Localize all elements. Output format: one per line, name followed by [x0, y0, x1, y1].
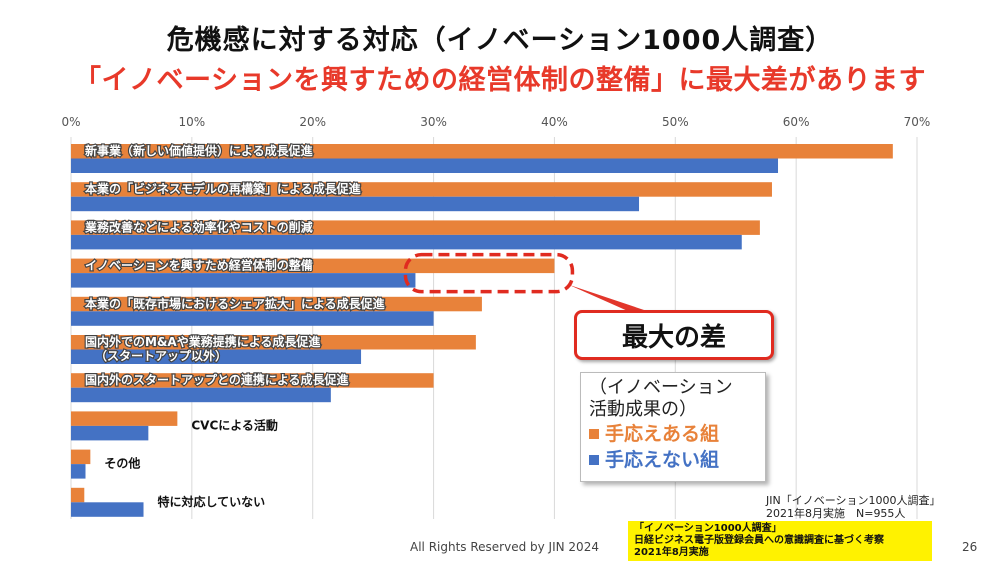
legend-swatch-blue [589, 455, 599, 465]
category-label: 新事業（新しい価値提供）による成長促進 [85, 143, 314, 158]
category-label: その他 [104, 456, 140, 471]
callout-pointer [568, 284, 650, 312]
x-tick-label: 10% [179, 115, 206, 129]
bar-negative [71, 311, 434, 326]
category-label: 国内外でのM&Aや業務提携による成長促進 [85, 334, 321, 349]
legend-swatch-orange [589, 429, 599, 439]
legend-label-positive: 手応えある組 [605, 423, 720, 445]
bar-positive [71, 296, 482, 312]
page-title: 危機感に対する対応（イノベーション1000人調査） [166, 25, 834, 56]
highlight-dashed-outline [403, 252, 575, 294]
survey-note-line2: 日経ビジネス電子版登録会員への意識調査に基づく考察 [634, 535, 884, 546]
bar-positive [71, 258, 555, 274]
survey-note-line1: 「イノベーション1000人調査」 [634, 523, 782, 534]
bar-positive [71, 373, 434, 388]
x-tick-label: 70% [904, 115, 931, 129]
copyright-footer: All Rights Reserved by JIN 2024 [410, 540, 599, 554]
category-label: CVCによる活動 [191, 417, 278, 432]
source-line2: 2021年8月実施 N=955人 [766, 507, 906, 520]
bar-positive [71, 182, 772, 197]
bar-negative [71, 349, 362, 364]
category-label: 本業の「既存市場におけるシェア拡大」による成長促進 [85, 296, 386, 311]
max-difference-callout: 最大の差 [574, 310, 774, 360]
source-note: JIN「イノベーション1000人調査」 2021年8月実施 N=955人 [766, 494, 941, 520]
bar-positive [71, 487, 85, 503]
category-label: 特に対応していない [158, 494, 266, 509]
x-tick-label: 20% [299, 115, 326, 129]
category-label: イノベーションを興すため経営体制の整備 [85, 258, 313, 273]
bar-negative [71, 502, 144, 517]
x-tick-label: 0% [61, 115, 80, 129]
bar-negative [71, 425, 149, 441]
category-label: 業務改善などによる効率化やコストの削減 [84, 219, 313, 234]
bar-negative [71, 387, 331, 403]
x-tick-label: 40% [541, 115, 568, 129]
x-tick-label: 30% [420, 115, 447, 129]
source-line1: JIN「イノベーション1000人調査」 [766, 494, 941, 507]
x-tick-label: 50% [662, 115, 689, 129]
legend-item-negative: 手応えない組 [589, 447, 757, 473]
survey-note-line3: 2021年8月実施 [634, 547, 709, 558]
survey-note-box: 「イノベーション1000人調査」 日経ビジネス電子版登録会員への意識調査に基づく… [628, 521, 932, 561]
page-subtitle: 「イノベーションを興すための経営体制の整備」に最大差があります [74, 65, 926, 96]
bar-positive [71, 449, 91, 465]
bar-negative [71, 234, 742, 250]
bar-positive [71, 220, 760, 235]
bar-negative [71, 464, 86, 479]
bar-positive [71, 335, 476, 350]
bar-positive [71, 144, 893, 159]
legend-label-negative: 手応えない組 [605, 449, 720, 471]
bar-negative [71, 196, 640, 212]
category-label: 国内外のスタートアップとの連携による成長促進 [85, 372, 350, 387]
legend-title-line2: 活動成果の） [589, 399, 697, 420]
category-label: 本業の「ビジネスモデルの再構築」による成長促進 [85, 181, 362, 196]
legend-item-positive: 手応えある組 [589, 421, 757, 447]
legend-title-line1: （イノベーション [589, 377, 733, 398]
category-label: （スタートアップ以外） [95, 348, 227, 363]
bar-negative [71, 273, 416, 288]
chart-legend: （イノベーション 活動成果の） 手応えある組 手応えない組 [580, 372, 766, 482]
bar-positive [71, 411, 178, 426]
page-number: 26 [962, 540, 978, 554]
x-tick-label: 60% [783, 115, 810, 129]
bar-negative [71, 158, 779, 173]
